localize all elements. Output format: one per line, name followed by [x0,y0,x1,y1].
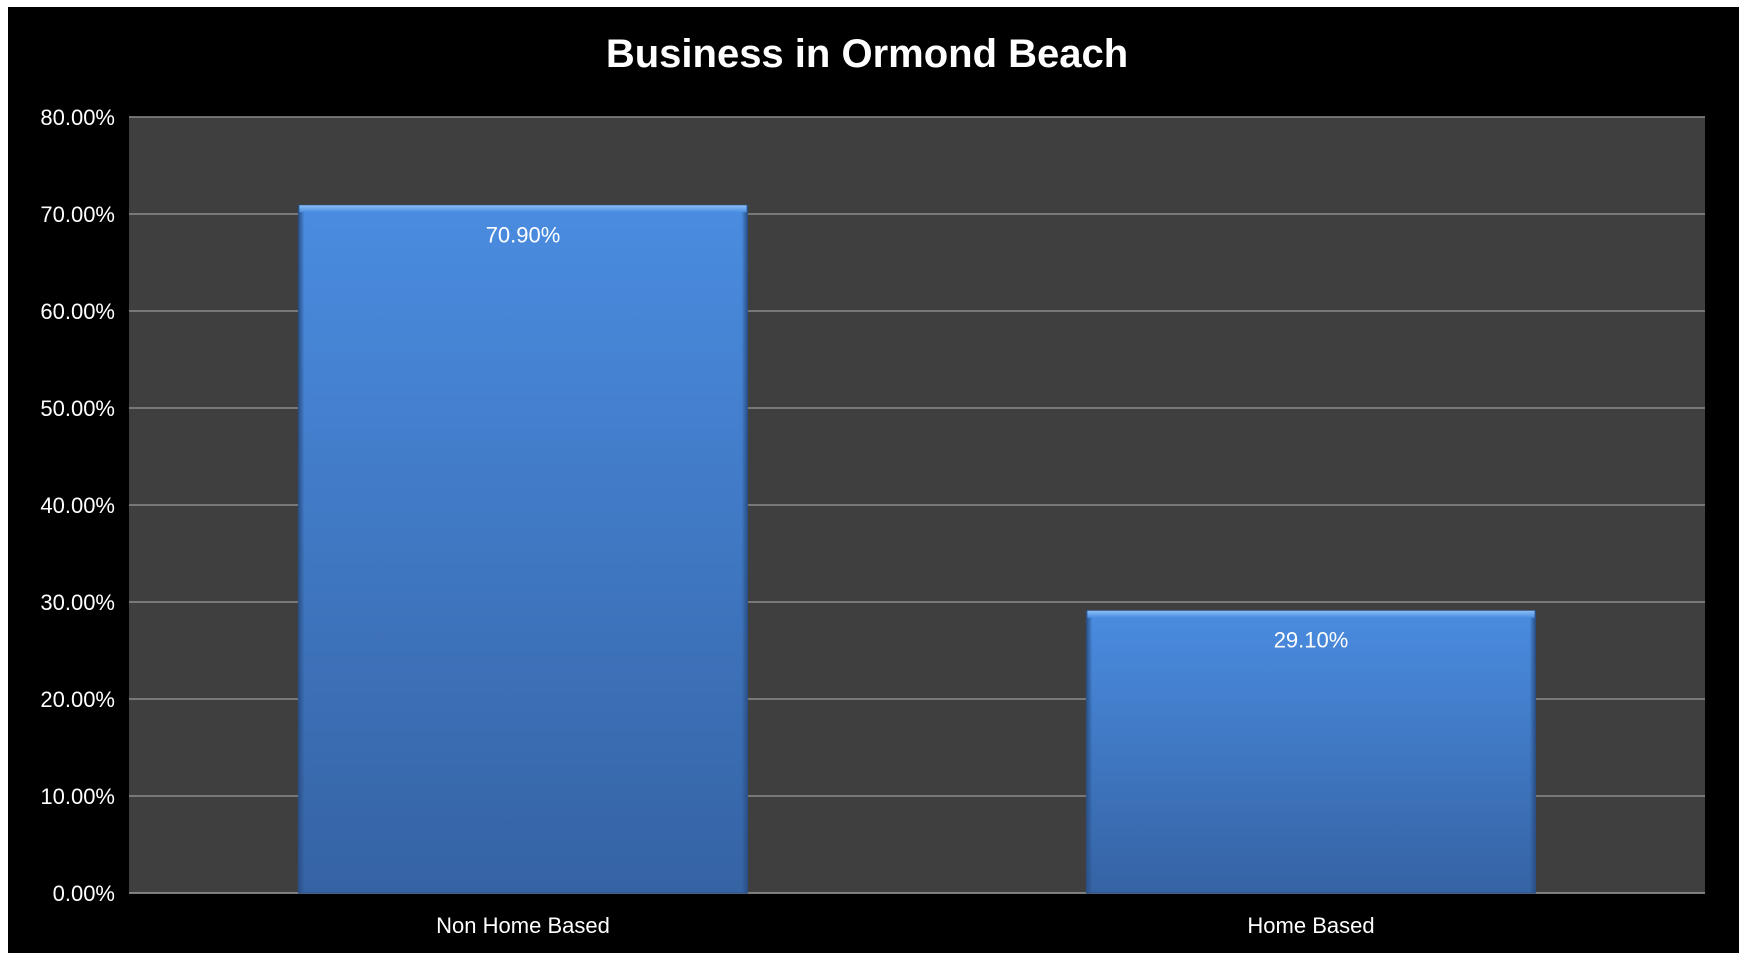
y-tick-label: 60.00% [40,299,115,324]
y-tick-label: 20.00% [40,687,115,712]
y-axis-ticks: 0.00% 10.00% 20.00% 30.00% 40.00% 50.00% 60.00… [40,105,115,906]
bar-cap [299,205,747,213]
bar-cap [1087,610,1535,618]
bar-shade-left [298,205,305,893]
bar-home-based: 29.10% [1085,610,1537,894]
chart-title: Business in Ormond Beach [606,32,1128,76]
y-tick-label: 40.00% [40,493,115,518]
y-tick-label: 30.00% [40,590,115,615]
bar-data-label: 70.90% [486,222,561,247]
bar-data-label: 29.10% [1274,628,1349,653]
bar-shade-right [1529,610,1536,893]
y-tick-label: 50.00% [40,396,115,421]
x-axis-categories: Non Home Based Home Based [436,913,1374,938]
bar-body [297,204,749,894]
y-tick-label: 0.00% [53,881,115,906]
bar-shade-right [741,205,748,893]
x-category-label: Non Home Based [436,913,610,938]
bar-chart: Business in Ormond Beach 0.00% 10.00% 20.0… [40,32,1705,938]
bar-non-home-based: 70.90% [297,204,749,894]
y-tick-label: 70.00% [40,202,115,227]
y-tick-label: 10.00% [40,784,115,809]
bar-body [1085,610,1537,894]
bars: 70.90% 29.10% [297,204,1537,894]
x-category-label: Home Based [1247,913,1374,938]
chart-frame: Business in Ormond Beach 0.00% 10.00% 20.0… [8,7,1739,953]
bar-shade-left [1086,610,1093,893]
y-tick-label: 80.00% [40,105,115,130]
